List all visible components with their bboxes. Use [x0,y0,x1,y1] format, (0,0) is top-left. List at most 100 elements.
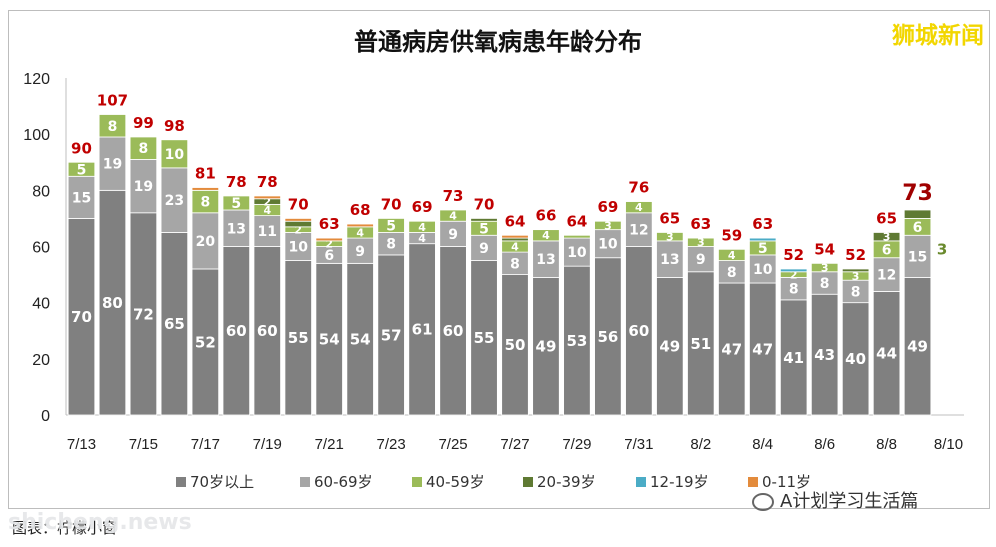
x-tick-label: 8/10 [934,436,963,453]
bar-segment [872,257,901,292]
bar-value-label: 54 [319,331,340,349]
bar-total-label: 64 [566,212,587,230]
bar-total-label: 64 [505,212,526,230]
bar-segment [532,276,560,416]
bar-segment [346,262,374,416]
bar-value-label: 10 [753,262,773,278]
bar-total-label: 69 [412,198,433,216]
bar-value-label: 60 [226,322,247,340]
bar-segment [129,212,158,416]
bar-value-label: 15 [72,190,91,206]
bar-value-label: 10 [165,147,185,163]
bar-value-label: 70 [71,308,92,326]
bar-segment [749,282,777,416]
legend-label: 12-19岁 [650,473,709,491]
bar-total-label: 70 [381,195,402,213]
bar-segment [67,175,96,219]
bar-segment [872,232,901,242]
legend-swatch [748,477,758,487]
bar-total-label: 65 [659,209,680,227]
bar-value-label: 60 [628,322,649,340]
bar-value-label: 9 [355,244,365,260]
bar-value-label: 9 [479,241,489,257]
bar-value-label: 12 [877,268,896,284]
bar-segment [532,229,560,242]
bar-segment [377,218,405,233]
bar-segment [470,218,498,222]
bar-value-label: 60 [443,322,464,340]
bar-value-label: 8 [386,237,396,253]
wechat-icon [752,493,774,511]
bar-value-label: 4 [356,226,364,239]
bar-segment [749,237,777,242]
bar-value-label: 11 [258,224,277,240]
bar-segment [718,282,746,416]
bar-value-label: 47 [752,340,773,358]
legend-label: 20-39岁 [537,473,596,491]
bar-segment [779,268,808,273]
bar-value-label: 2 [263,196,271,209]
bar-value-label: 3 [697,236,705,249]
bar-value-label: 55 [474,329,495,347]
bar-value-label: 8 [139,141,149,157]
bar-segment [810,293,839,416]
bar-value-label: 4 [728,249,736,262]
y-tick-label: 80 [32,183,50,200]
bar-total-label: 52 [783,246,804,264]
x-tick-label: 7/23 [377,436,406,453]
bar-segment [501,234,529,239]
bar-value-label: 15 [908,249,927,265]
bar-value-label: 8 [200,195,210,211]
bar-value-label: 41 [783,349,804,367]
bar-value-label: 12 [629,223,648,239]
y-tick-label: 60 [32,240,50,257]
bar-segment [563,237,591,267]
bar-segment [594,220,622,231]
bar-value-label: 40 [845,350,866,368]
bar-segment [501,237,529,242]
bar-value-label: 10 [288,240,308,256]
bar-value-label: 56 [597,328,618,346]
bar-segment [625,246,653,416]
bar-value-label: 8 [820,276,830,292]
bar-segment [841,302,870,416]
bar-segment [129,136,158,160]
bar-value-label: 2 [325,238,333,251]
bar-segment [408,220,436,233]
bar-total-label: 107 [97,92,128,110]
bar-segment [222,209,251,247]
bar-value-label: 3 [821,262,829,275]
bar-segment [284,220,312,228]
bar-segment [594,229,622,259]
wechat-watermark: A计划学习生活篇 [752,487,918,513]
bar-segment [563,234,591,239]
bar-segment [98,136,127,191]
bar-value-label: 44 [876,345,897,363]
bar-segment [160,232,189,416]
bar-value-label: 8 [727,265,737,281]
bar-value-label: 8 [851,284,861,300]
x-tick-label: 8/2 [690,436,711,453]
bar-value-label: 19 [103,157,122,173]
bar-total-label: 78 [257,173,278,191]
bar-segment [191,187,220,191]
bar-segment [284,218,312,222]
bar-total-label: 54 [814,240,835,258]
bar-total-label: 65 [876,209,897,227]
bar-segment [625,201,653,214]
bar-value-label: 60 [257,322,278,340]
bar-value-label: 6 [882,242,892,258]
bar-value-label: 53 [566,332,587,350]
bar-segment [470,260,498,416]
bar-segment [749,254,777,284]
bar-segment [656,240,684,278]
bar-segment [656,276,684,416]
bar-segment [67,218,96,416]
bar-value-label: 10 [567,245,587,261]
bar-value-label: 4 [511,240,519,253]
bar-value-label: 51 [690,335,711,353]
bar-value-label: 20 [196,234,216,250]
bar-segment [841,268,870,273]
legend-swatch [176,477,186,487]
